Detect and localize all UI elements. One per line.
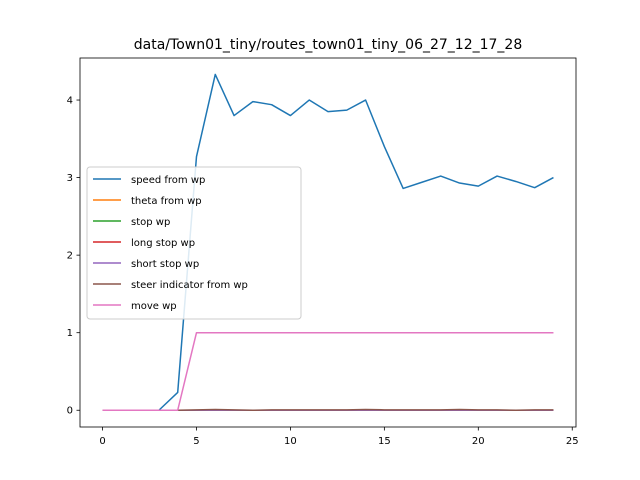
legend-label-long-stop-wp: long stop wp bbox=[131, 238, 195, 249]
y-tick-label: 2 bbox=[67, 251, 73, 262]
series-line-move-wp bbox=[102, 331, 554, 411]
chart-title: data/Town01_tiny/routes_town01_tiny_06_2… bbox=[134, 37, 522, 53]
x-tick-label: 25 bbox=[566, 436, 579, 447]
legend: speed from wp theta from wp stop wp long st… bbox=[86, 166, 302, 320]
x-tick-label: 0 bbox=[99, 436, 105, 447]
y-tick-label: 3 bbox=[67, 173, 73, 184]
x-tick-label: 10 bbox=[284, 436, 297, 447]
plot-area bbox=[79, 57, 577, 428]
legend-label-move-wp: move wp bbox=[131, 301, 177, 312]
x-tick-label: 5 bbox=[193, 436, 199, 447]
series-layer bbox=[102, 73, 554, 411]
y-tick-label: 0 bbox=[67, 406, 73, 417]
y-tick-label: 1 bbox=[67, 328, 73, 339]
x-tick-label: 20 bbox=[472, 436, 485, 447]
x-tick-label: 15 bbox=[378, 436, 391, 447]
y-tick-label: 4 bbox=[67, 96, 73, 107]
x-axis: 0 5 10 15 20 25 bbox=[99, 427, 579, 447]
legend-box bbox=[86, 166, 302, 320]
legend-label-speed-from-wp: speed from wp bbox=[131, 175, 205, 186]
legend-label-short-stop-wp: short stop wp bbox=[131, 259, 199, 270]
legend-label-steer-indicator-from-wp: steer indicator from wp bbox=[131, 280, 248, 291]
plot-frame bbox=[79, 57, 577, 428]
series-line-speed-from-wp bbox=[102, 73, 554, 411]
legend-label-stop-wp: stop wp bbox=[131, 217, 170, 228]
y-axis: 0 1 2 3 4 bbox=[67, 96, 80, 417]
legend-label-theta-from-wp: theta from wp bbox=[131, 196, 202, 207]
